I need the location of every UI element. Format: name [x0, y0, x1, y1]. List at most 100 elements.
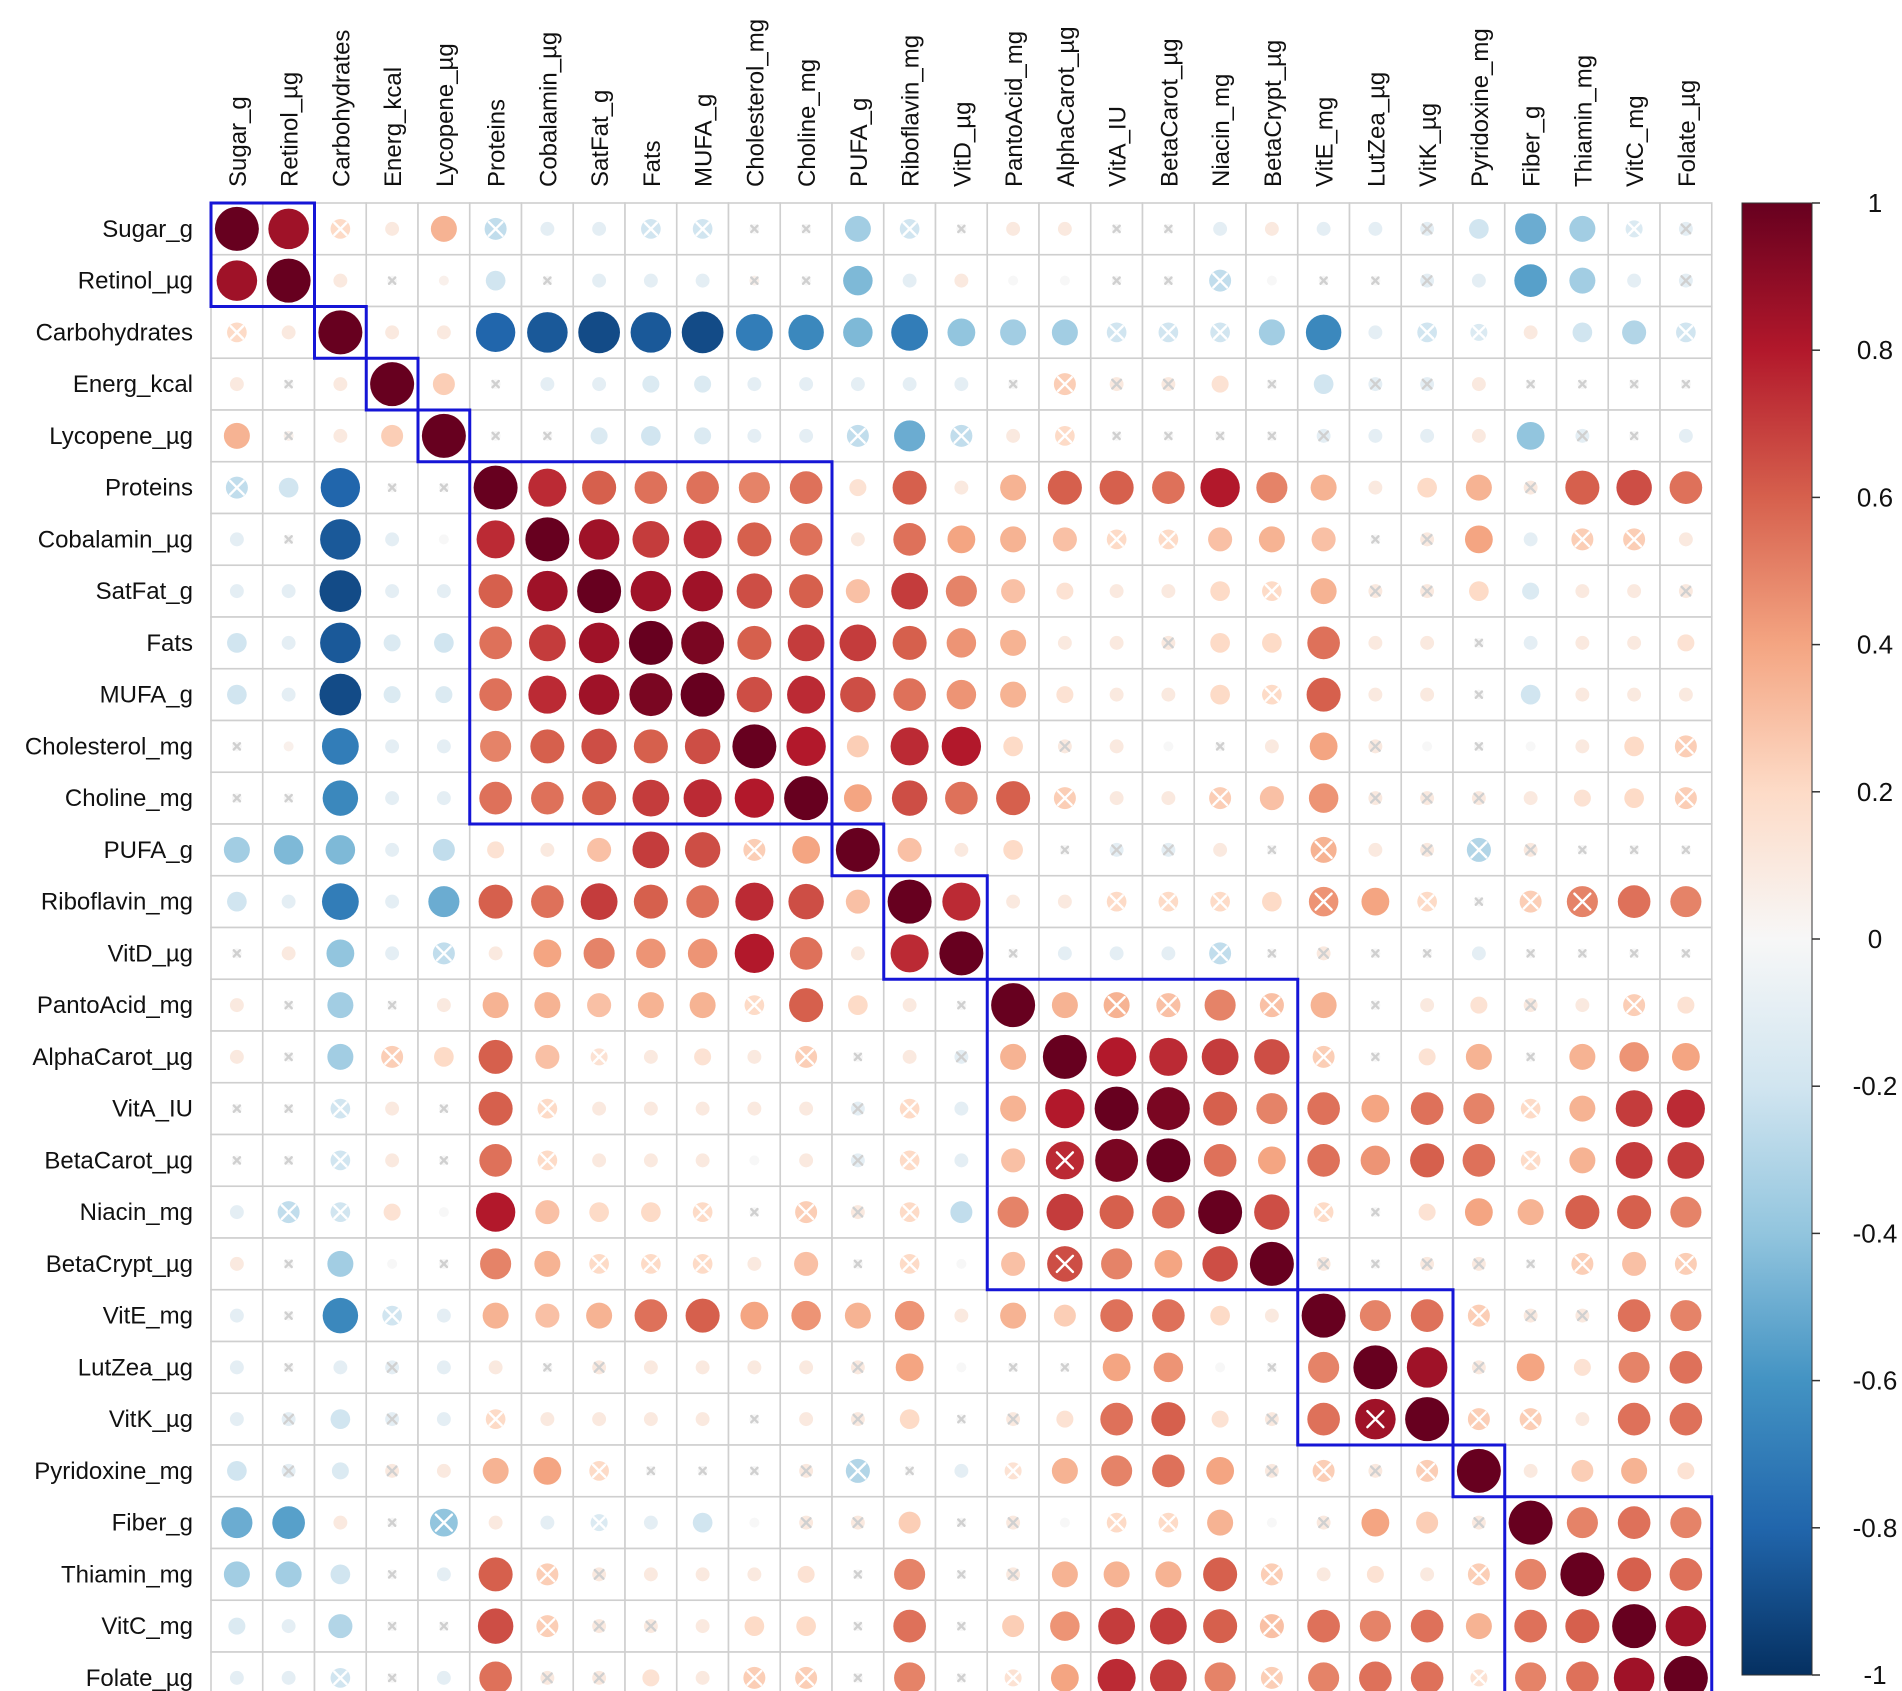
insignificant-cross-icon: [593, 1620, 605, 1632]
insignificant-cross-icon: [1112, 224, 1121, 234]
row-label: Carbohydrates: [36, 319, 193, 346]
insignificant-cross-icon: [384, 1308, 400, 1323]
corr-circle-VitK_µg-AlphaCarot_µg: [1056, 1410, 1074, 1428]
corr-circle-BetaCarot_µg-VitA_IU: [1095, 1138, 1139, 1182]
corr-circle-PUFA_g-Carbohydrates: [325, 835, 356, 865]
corr-circle-Sugar_g-Lycopene_µg: [430, 215, 457, 242]
corr-circle-MUFA_g-Energ_kcal: [383, 686, 401, 704]
corr-circle-Lycopene_µg-Sugar_g: [223, 422, 250, 449]
insignificant-cross-icon: [1008, 379, 1018, 389]
cluster-box: [416, 408, 472, 464]
row-label: Retinol_µg: [78, 268, 193, 295]
corr-circle-MUFA_g-VitC_mg: [1627, 687, 1642, 702]
corr-circle-Proteins-Folate_µg: [1669, 471, 1703, 504]
corr-circle-BetaCrypt_µg-Choline_mg: [794, 1251, 819, 1276]
corr-circle-Fats-PUFA_g: [839, 624, 877, 662]
corr-circle-SatFat_g-SatFat_g: [577, 569, 622, 614]
insignificant-cross-icon: [284, 1156, 293, 1165]
insignificant-cross-icon: [1263, 1617, 1281, 1635]
row-label: LutZea_µg: [78, 1354, 193, 1381]
corr-circle-Pyridoxine_mg-Proteins: [482, 1457, 509, 1484]
corr-circle-LutZea_µg-Sugar_g: [229, 1360, 244, 1375]
corr-circle-Proteins-Thiamin_mg: [1565, 470, 1600, 505]
corr-circle-Thiamin_mg-VitA_IU: [1103, 1561, 1130, 1588]
corr-circle-VitC_mg-LutZea_µg: [1359, 1610, 1391, 1642]
row-label: BetaCrypt_µg: [46, 1251, 193, 1278]
grid-cell: [1503, 874, 1558, 929]
corr-circle-LutZea_µg-LutZea_µg: [1353, 1345, 1398, 1390]
insignificant-cross-icon: [543, 1363, 552, 1372]
insignificant-cross-icon: [439, 1156, 449, 1165]
corr-circle-Sugar_g-Cobalamin_µg: [540, 221, 555, 236]
corr-circle-Lycopene_µg-Folate_µg: [1678, 428, 1693, 443]
corr-circle-Proteins-MUFA_g: [686, 471, 719, 504]
corr-circle-VitA_IU-Pyridoxine_mg: [1463, 1093, 1495, 1125]
corr-circle-MUFA_g-SatFat_g: [578, 674, 620, 715]
insignificant-cross-icon: [387, 483, 397, 492]
corr-circle-Choline_mg-VitE_mg: [1308, 783, 1339, 813]
corr-circle-Folate_µg-VitK_µg: [1410, 1661, 1444, 1691]
corr-circle-Folate_µg-Proteins: [479, 1661, 512, 1691]
row-label: PantoAcid_mg: [37, 992, 193, 1019]
insignificant-cross-icon: [1680, 585, 1692, 597]
corr-circle-Choline_mg-VitA_IU: [1109, 791, 1124, 806]
insignificant-cross-icon: [1266, 1413, 1278, 1425]
corr-circle-Lycopene_µg-Carbohydrates: [333, 428, 348, 443]
corr-circle-PUFA_g-PantoAcid_mg: [1003, 840, 1023, 860]
corr-circle-SatFat_g-Pyridoxine_mg: [1469, 581, 1489, 601]
corr-circle-Fats-SatFat_g: [578, 622, 620, 664]
insignificant-cross-icon: [645, 1620, 657, 1632]
corr-circle-VitK_µg-Fats: [643, 1412, 658, 1427]
insignificant-cross-icon: [801, 224, 811, 234]
corr-circle-Pyridoxine_mg-BetaCarot_µg: [1152, 1454, 1185, 1488]
corr-circle-Choline_mg-Cholesterol_mg: [734, 778, 775, 818]
corr-circle-SatFat_g-Fats: [630, 570, 672, 612]
corr-circle-Riboflavin_mg-VitD_µg: [942, 882, 981, 921]
insignificant-cross-icon: [284, 431, 293, 441]
corr-circle-Carbohydrates-VitE_mg: [1305, 314, 1342, 351]
corr-circle-Fats-Energ_kcal: [383, 634, 401, 652]
insignificant-cross-icon: [487, 220, 504, 237]
corr-circle-SatFat_g-Niacin_mg: [1210, 581, 1230, 601]
insignificant-cross-icon: [853, 1621, 863, 1631]
column-label: MUFA_g: [691, 94, 718, 187]
insignificant-cross-icon: [284, 793, 293, 803]
corr-circle-VitC_mg-MUFA_g: [695, 1619, 710, 1634]
corr-circle-Niacin_mg-Fats: [641, 1202, 661, 1222]
corr-circle-Cholesterol_mg-BetaCarot_µg: [1163, 741, 1174, 752]
corr-circle-Carbohydrates-AlphaCarot_µg: [1051, 319, 1078, 346]
corr-circle-VitD_µg-Carbohydrates: [326, 939, 355, 968]
color-legend: 1 0.8 0.6 0.4 0.2 0 -0.2 -0.4 -0.6 -0.8 -1: [1741, 188, 1897, 1690]
corr-circle-Niacin_mg-VitK_µg: [1418, 1203, 1436, 1221]
column-label: BetaCrypt_µg: [1260, 40, 1287, 187]
insignificant-cross-icon: [1008, 949, 1018, 958]
corr-circle-PantoAcid_mg-Lycopene_µg: [436, 998, 451, 1013]
corr-circle-VitC_mg-BetaCarot_µg: [1149, 1607, 1187, 1645]
corr-circle-Cholesterol_mg-Riboflavin_mg: [890, 727, 929, 766]
insignificant-cross-icon: [1421, 533, 1433, 545]
corr-circle-PantoAcid_mg-Proteins: [482, 992, 509, 1019]
insignificant-cross-icon: [747, 997, 762, 1013]
column-label: Thiamin_mg: [1570, 55, 1597, 187]
corr-circle-Proteins-VitC_mg: [1616, 469, 1652, 506]
insignificant-cross-icon: [1525, 1310, 1537, 1322]
corr-circle-Retinol_µg-PUFA_g: [843, 265, 873, 296]
corr-circle-Fiber_g-Niacin_mg: [1207, 1509, 1234, 1536]
corr-circle-Choline_mg-VitC_mg: [1624, 788, 1644, 808]
insignificant-cross-icon: [540, 1101, 555, 1116]
corr-circle-Fats-Thiamin_mg: [1575, 635, 1590, 650]
colorbar-tick-label: 0.8: [1857, 335, 1893, 365]
insignificant-cross-icon: [1161, 325, 1176, 340]
corr-circle-Riboflavin_mg-SatFat_g: [580, 883, 618, 921]
corr-circle-Fiber_g-Thiamin_mg: [1566, 1507, 1598, 1539]
corr-circle-AlphaCarot_µg-Cholesterol_mg: [747, 1049, 762, 1064]
insignificant-cross-icon: [1007, 1413, 1019, 1425]
row-label: Cholesterol_mg: [25, 733, 193, 760]
corr-circle-PUFA_g-Retinol_µg: [273, 835, 304, 865]
corr-circle-Thiamin_mg-VitE_mg: [1316, 1567, 1331, 1582]
corr-circle-Cholesterol_mg-Fiber_g: [1525, 741, 1536, 752]
corr-circle-SatFat_g-Lycopene_µg: [436, 584, 451, 599]
insignificant-cross-icon: [1573, 892, 1592, 911]
corr-circle-Choline_mg-Lycopene_µg: [436, 791, 451, 806]
insignificant-cross-icon: [1472, 325, 1486, 339]
